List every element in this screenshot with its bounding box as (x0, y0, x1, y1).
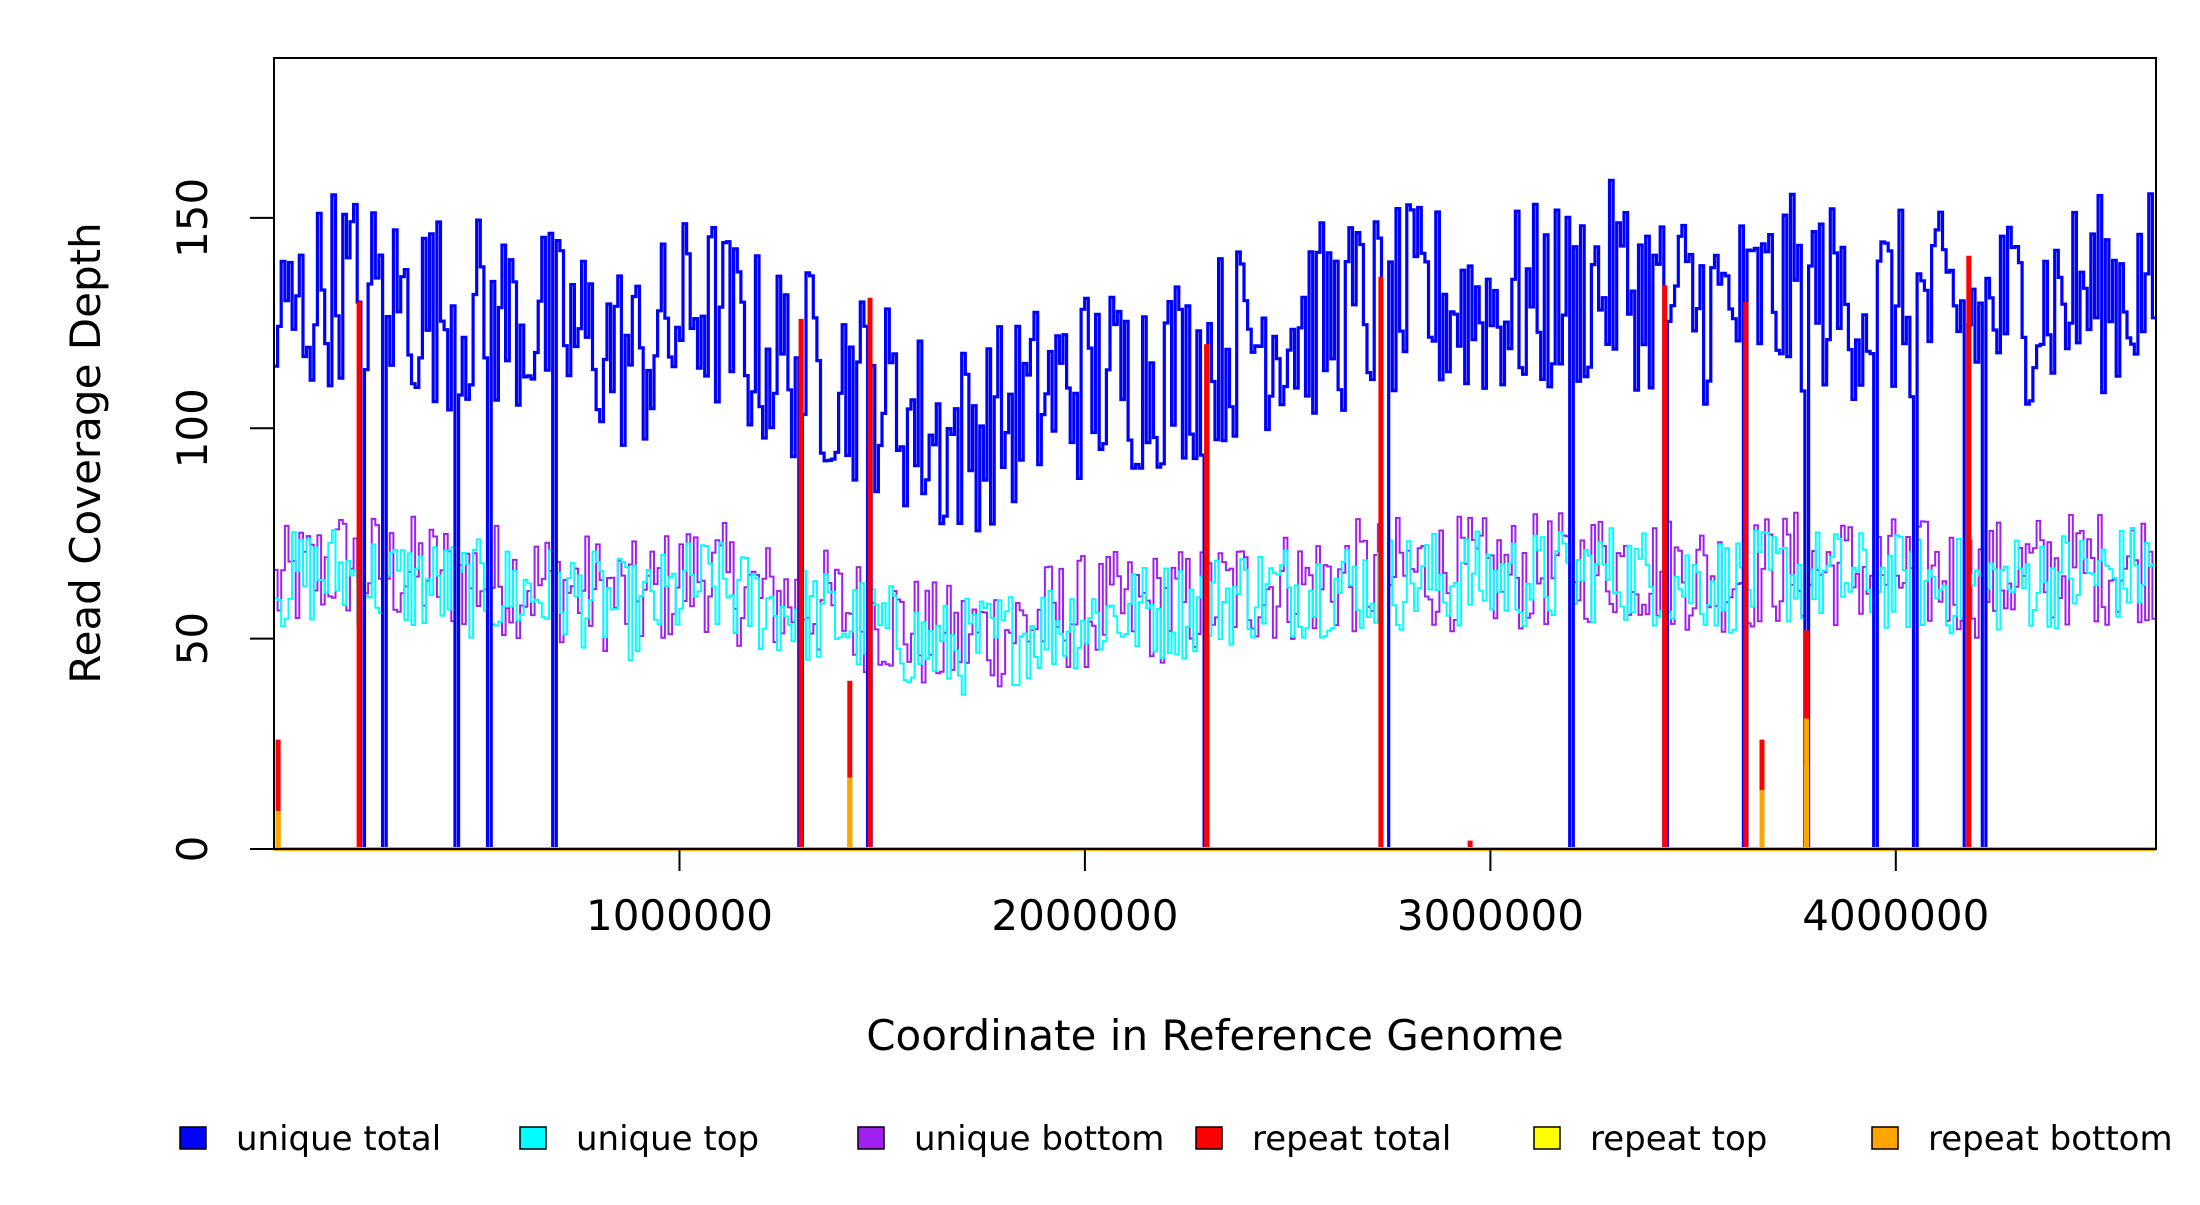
unique-top-series-line (274, 527, 2156, 850)
legend-item-repeat-top: repeat top (1533, 1119, 1767, 1159)
y-tick-label: 0 (168, 836, 217, 863)
legend-item-unique-top: unique top (519, 1119, 759, 1159)
legend-item-unique-bottom: unique bottom (857, 1119, 1164, 1159)
plot-frame (273, 57, 2157, 850)
legend-swatch (179, 1126, 207, 1150)
legend-swatch (857, 1126, 885, 1150)
legend-item-unique-total: unique total (179, 1119, 441, 1159)
legend-swatch (1533, 1126, 1561, 1150)
legend-item-repeat-bottom: repeat bottom (1871, 1119, 2173, 1159)
axes-layer: 1000000 2000000 3000000 4000000 0 50 100 150 (168, 178, 1989, 940)
x-tick-label: 4000000 (1802, 891, 1989, 940)
legend-label: repeat total (1252, 1119, 1451, 1159)
unique-bottom-series-line (274, 511, 2156, 850)
x-tick-label: 2000000 (991, 891, 1178, 940)
x-axis-label: Coordinate in Reference Genome (866, 1011, 1564, 1060)
legend-label: repeat top (1590, 1119, 1767, 1159)
y-tick-label: 50 (168, 612, 217, 665)
legend-swatch (1871, 1126, 1899, 1150)
x-tick-label: 3000000 (1397, 891, 1584, 940)
legend-label: repeat bottom (1928, 1119, 2173, 1159)
y-tick-label: 100 (168, 388, 217, 468)
unique-total-series-line (274, 178, 2156, 851)
legend-swatch (519, 1126, 547, 1150)
legend-label: unique total (236, 1119, 441, 1159)
x-tick-label: 1000000 (586, 891, 773, 940)
legend-label: unique top (576, 1119, 759, 1159)
legend-item-repeat-total: repeat total (1195, 1119, 1451, 1159)
y-axis-label: Read Coverage Depth (61, 222, 110, 683)
legend-label: unique bottom (914, 1119, 1164, 1159)
legend-swatch (1195, 1126, 1223, 1150)
legend: unique total unique top unique bottom repea… (179, 1119, 2173, 1159)
y-tick-label: 150 (168, 178, 217, 258)
series-layer (274, 178, 2156, 851)
